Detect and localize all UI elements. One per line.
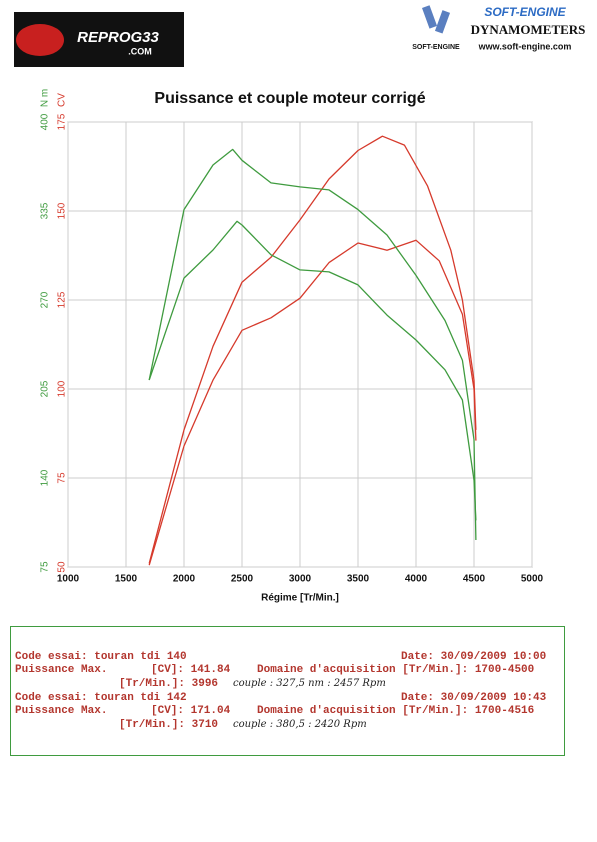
- y2-tick-label: 400: [40, 113, 51, 130]
- series-line: [148, 135, 477, 564]
- power-value: [CV]: 171.04: [151, 705, 231, 717]
- brand-mark: SOFT-ENGINE: [412, 44, 460, 51]
- logo-text: REPROG33: [77, 29, 159, 46]
- y2-tick-label: 335: [40, 202, 51, 219]
- y-tick-label: 125: [57, 291, 68, 308]
- test-date: Date: 30/09/2009 10:00: [401, 651, 547, 663]
- x-axis-label: Régime [Tr/Min.]: [261, 593, 339, 604]
- y2-tick-label: 75: [40, 561, 51, 573]
- y2-tick-label: 140: [40, 469, 51, 486]
- x-tick-label: 4000: [405, 574, 428, 585]
- y2-tick-label: 205: [40, 380, 51, 397]
- brand: SOFT-ENGINE: [484, 5, 566, 19]
- power-rpm: [Tr/Min.]: 3996: [119, 678, 219, 690]
- x-tick-label: 5000: [521, 574, 544, 585]
- logo-sub: .COM: [128, 46, 152, 56]
- x-tick-label: 2500: [231, 574, 254, 585]
- test-code: Code essai: touran tdi 142: [15, 692, 187, 704]
- series-line: [148, 220, 477, 521]
- test-date: Date: 30/09/2009 10:43: [401, 692, 547, 704]
- y-tick-label: 75: [57, 472, 68, 484]
- x-tick-label: 4500: [463, 574, 486, 585]
- y-tick-label: 150: [57, 202, 68, 219]
- handwritten-note: couple : 380,5 : 2420 Rpm: [233, 719, 367, 730]
- x-tick-label: 3500: [347, 574, 370, 585]
- handwritten-note: couple : 327,5 nm : 2457 Rpm: [233, 678, 386, 689]
- test-code: Code essai: touran tdi 140: [15, 651, 187, 663]
- series-line: [148, 148, 477, 541]
- acquisition-range: Domaine d'acquisition [Tr/Min.]: 1700-45…: [257, 664, 535, 676]
- x-tick-label: 1000: [57, 574, 80, 585]
- x-tick-label: 2000: [173, 574, 196, 585]
- power-label: Puissance Max.: [15, 705, 108, 717]
- y-axis-label: CV: [57, 93, 68, 107]
- x-tick-label: 1500: [115, 574, 138, 585]
- logo-swoosh: [16, 24, 64, 56]
- chart: REPROG33 .COM SOFT-ENGINE DYNAMOMETERS S…: [14, 5, 586, 604]
- website: www.soft-engine.com: [478, 41, 572, 51]
- brand-icon: [422, 5, 451, 34]
- y-tick-label: 100: [57, 380, 68, 397]
- series-line: [148, 239, 477, 566]
- acquisition-range: Domaine d'acquisition [Tr/Min.]: 1700-45…: [257, 705, 535, 717]
- brand-sub: DYNAMOMETERS: [471, 22, 586, 37]
- power-value: [CV]: 141.84: [151, 664, 231, 676]
- y-tick-label: 50: [57, 561, 68, 573]
- power-label: Puissance Max.: [15, 664, 108, 676]
- y-tick-label: 175: [57, 113, 68, 130]
- chart-title: Puissance et couple moteur corrigé: [154, 90, 425, 107]
- x-tick-label: 3000: [289, 574, 312, 585]
- y2-axis-label: N m: [40, 89, 51, 107]
- y2-tick-label: 270: [40, 291, 51, 308]
- info-box: Code essai: touran tdi 140 Date: 30/09/20…: [10, 626, 565, 756]
- power-rpm: [Tr/Min.]: 3710: [119, 719, 219, 731]
